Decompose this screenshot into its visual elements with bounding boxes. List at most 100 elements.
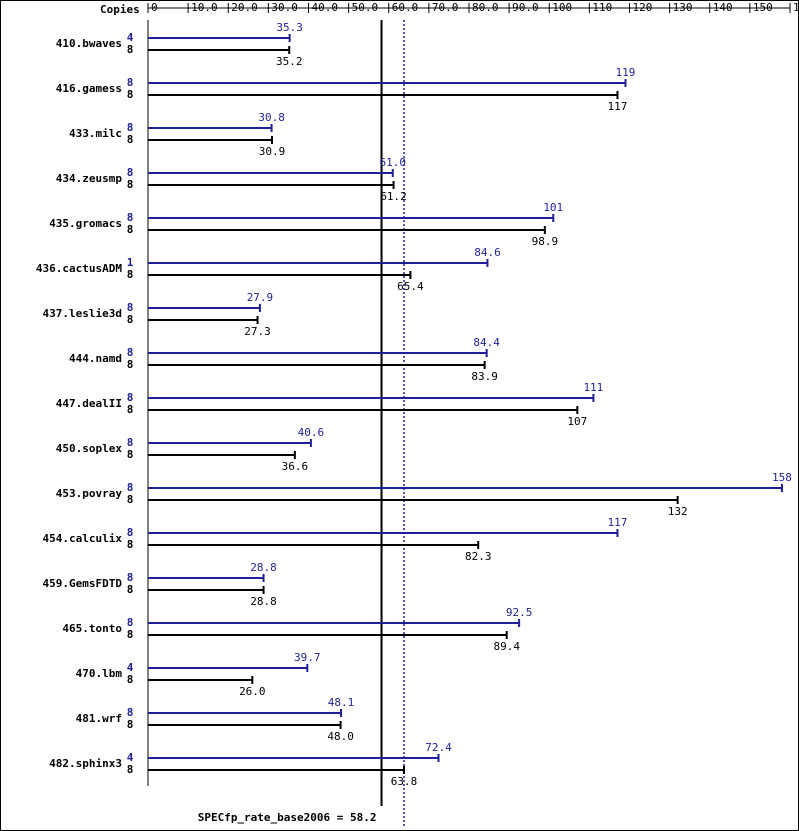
reference-label: SPECfp_rate_base2006 = 58.2 [198,811,377,824]
x-tick-label: 160 [793,1,799,14]
value-label: 107 [567,415,587,428]
x-tick-label: 60.0 [392,1,419,14]
x-tick-label: 100 [552,1,572,14]
value-label: 83.9 [471,370,498,383]
value-label: 63.8 [391,775,418,788]
copies-label: 8 [127,43,134,56]
copies-label: 8 [127,628,134,641]
copies-label: 8 [127,763,134,776]
value-label: 28.8 [250,595,277,608]
value-label: 65.4 [397,280,424,293]
benchmark-label: 435.gromacs [49,217,122,230]
value-label: 98.9 [532,235,559,248]
x-tick-label: 120 [633,1,653,14]
value-label: 84.6 [474,246,501,259]
x-tick-label: 0 [151,1,158,14]
value-label: 84.4 [473,336,500,349]
copies-label: 8 [127,718,134,731]
value-label: 89.4 [493,640,520,653]
copies-header: Copies [100,3,140,16]
benchmark-label: 444.namd [69,352,122,365]
copies-label: 4 [127,751,134,764]
copies-label: 8 [127,616,134,629]
copies-label: 8 [127,268,134,281]
copies-label: 4 [127,661,134,674]
value-label: 61.0 [380,156,407,169]
benchmark-label: 447.dealII [56,397,122,410]
value-label: 35.2 [276,55,303,68]
copies-label: 8 [127,391,134,404]
benchmark-label: 437.leslie3d [43,307,122,320]
value-label: 82.3 [465,550,492,563]
value-label: 101 [543,201,563,214]
value-label: 35.3 [276,21,303,34]
x-tick-label: 80.0 [472,1,499,14]
value-label: 158 [772,471,792,484]
copies-label: 8 [127,178,134,191]
copies-label: 8 [127,88,134,101]
benchmark-label: 459.GemsFDTD [43,577,123,590]
benchmark-label: 465.tonto [62,622,122,635]
value-label: 39.7 [294,651,321,664]
value-label: 92.5 [506,606,533,619]
copies-label: 4 [127,31,134,44]
x-tick-label: 20.0 [231,1,258,14]
benchmark-label: 482.sphinx3 [49,757,122,770]
value-label: 72.4 [425,741,452,754]
x-tick-label: 30.0 [271,1,298,14]
x-tick-label: 110 [592,1,612,14]
value-label: 132 [668,505,688,518]
x-tick-label: 10.0 [191,1,218,14]
benchmark-label: 453.povray [56,487,123,500]
value-label: 30.9 [259,145,286,158]
copies-label: 8 [127,583,134,596]
x-tick-label: 50.0 [352,1,379,14]
copies-label: 8 [127,706,134,719]
copies-label: 8 [127,133,134,146]
x-tick-label: 140 [713,1,733,14]
benchmark-label: 416.gamess [56,82,122,95]
benchmark-label: 436.cactusADM [36,262,122,275]
copies-label: 8 [127,673,134,686]
value-label: 48.1 [328,696,355,709]
value-label: 119 [616,66,636,79]
x-tick-label: 70.0 [432,1,459,14]
copies-label: 8 [127,481,134,494]
copies-label: 8 [127,403,134,416]
x-tick-label: 130 [673,1,693,14]
copies-label: 8 [127,121,134,134]
copies-label: 8 [127,571,134,584]
value-label: 117 [608,516,628,529]
copies-label: 8 [127,448,134,461]
benchmark-label: 433.milc [69,127,122,140]
value-label: 48.0 [327,730,354,743]
copies-label: 8 [127,436,134,449]
value-label: 27.9 [247,291,274,304]
value-label: 27.3 [244,325,271,338]
value-label: 117 [608,100,628,113]
value-label: 111 [583,381,603,394]
benchmark-label: 470.lbm [76,667,123,680]
benchmark-label: 434.zeusmp [56,172,123,185]
copies-label: 8 [127,223,134,236]
copies-label: 8 [127,493,134,506]
value-label: 30.8 [258,111,285,124]
copies-label: 8 [127,346,134,359]
copies-label: 8 [127,301,134,314]
benchmark-label: 450.soplex [56,442,123,455]
benchmark-label: 410.bwaves [56,37,122,50]
copies-label: 8 [127,76,134,89]
benchmark-label: 454.calculix [43,532,123,545]
value-label: 28.8 [250,561,277,574]
copies-label: 1 [127,256,134,269]
value-label: 40.6 [298,426,325,439]
value-label: 36.6 [282,460,309,473]
value-label: 61.2 [380,190,407,203]
copies-label: 8 [127,358,134,371]
benchmark-label: 481.wrf [76,712,122,725]
copies-label: 8 [127,526,134,539]
x-tick-label: 40.0 [312,1,339,14]
copies-label: 8 [127,211,134,224]
